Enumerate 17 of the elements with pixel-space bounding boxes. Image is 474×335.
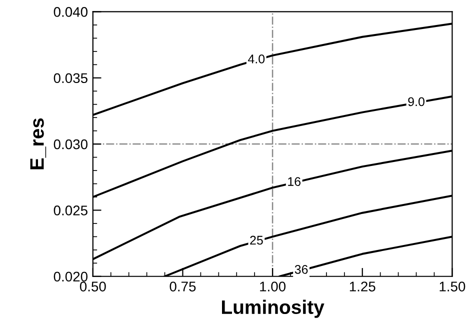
x-tick-label: 1.25 xyxy=(350,282,376,292)
y-tick-label: 0.040 xyxy=(54,7,88,17)
y-tick-label: 0.035 xyxy=(54,73,88,84)
series-label: 25 xyxy=(250,236,263,245)
series-label: 4.0 xyxy=(248,54,265,64)
x-tick-label: 1.00 xyxy=(260,282,286,292)
x-tick-label: 0.75 xyxy=(170,282,196,292)
y-tick-label: 0.030 xyxy=(54,139,88,150)
x-tick-label: 1.50 xyxy=(440,282,466,292)
x-tick-label: 0.50 xyxy=(80,282,106,292)
y-tick-label: 0.020 xyxy=(54,272,88,282)
series-label: 36 xyxy=(294,265,308,274)
series-label: 16 xyxy=(288,177,301,186)
series-label: 9.0 xyxy=(408,97,424,106)
x-axis-title: Luminosity xyxy=(222,300,324,318)
y-axis-title: E_res xyxy=(30,118,46,170)
y-tick-label: 0.025 xyxy=(54,206,88,216)
